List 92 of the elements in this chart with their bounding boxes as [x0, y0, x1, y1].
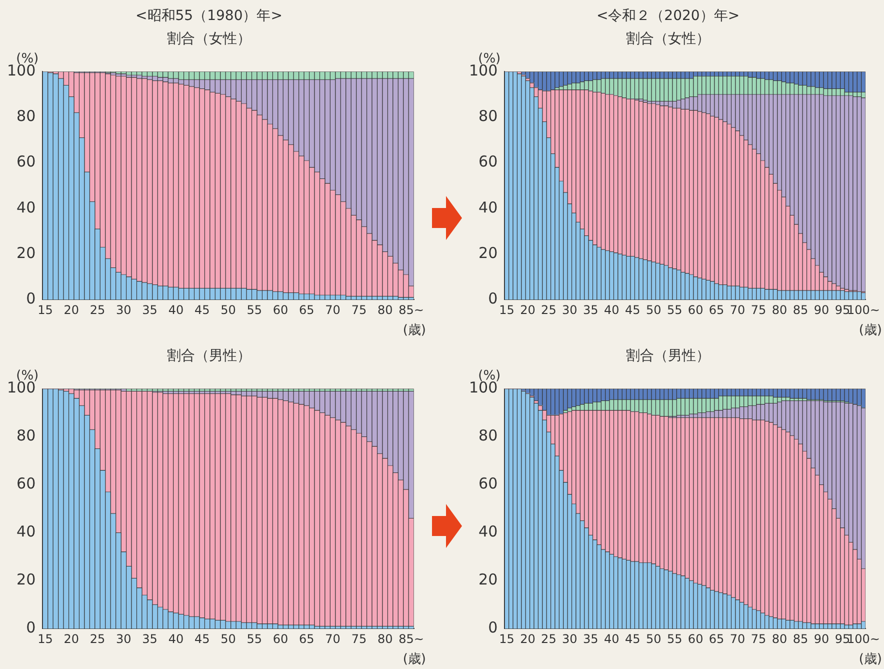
x-tick-label: 70 — [325, 302, 340, 317]
x-tick-label: 75 — [351, 632, 367, 646]
x-tick-label: 35 — [583, 632, 598, 646]
x-tick-label: 40 — [604, 632, 620, 646]
x-tick-label: 90 — [814, 302, 830, 317]
y-tick-label: 80 — [478, 107, 498, 126]
x-tick-label: 35 — [583, 302, 598, 317]
x-tick-label: 55 — [666, 302, 682, 317]
x-tick-label: 55 — [666, 632, 682, 646]
x-tick-label: 35 — [142, 632, 158, 646]
y-tick-label: 40 — [478, 198, 498, 216]
x-tick-label: 50 — [220, 632, 236, 646]
x-tick-label: 75 — [750, 632, 766, 646]
x-tick-label: 60 — [688, 302, 704, 317]
x-tick-label: 70 — [730, 302, 746, 317]
y-tick-label: 0 — [488, 289, 498, 308]
chart-title: <昭和55（1980）年> — [136, 8, 282, 24]
x-tick-label: 25 — [90, 302, 106, 317]
x-tick-label: 30 — [562, 302, 578, 317]
chart-subtitle: 割合（女性） — [626, 30, 710, 47]
y-tick-label: 0 — [488, 618, 498, 636]
y-tick-label: 60 — [16, 474, 36, 493]
x-tick-label: 70 — [730, 632, 746, 646]
y-tick-label: 0 — [26, 618, 36, 636]
x-tick-label: 65 — [708, 632, 724, 646]
x-tick-label: 80 — [772, 302, 788, 317]
x-tick-label: 40 — [604, 302, 620, 317]
x-tick-label: 15 — [38, 632, 53, 646]
x-tick-label: 35 — [142, 302, 158, 317]
x-tick-label: 55 — [246, 632, 262, 646]
y-tick-label: 60 — [16, 152, 36, 171]
x-tick-label: 30 — [116, 302, 132, 317]
x-tick-label: 80 — [377, 632, 393, 646]
x-tick-label: 15 — [499, 632, 514, 646]
x-tick-label: 20 — [64, 302, 80, 317]
x-tick-label: 55 — [246, 302, 262, 317]
x-tick-label: 60 — [272, 302, 288, 317]
x-tick-label: 30 — [116, 632, 132, 646]
x-tick-label: 45 — [624, 632, 640, 646]
y-tick-label: 80 — [16, 426, 36, 445]
y-tick-label: 0 — [26, 289, 36, 308]
x-tick-label: 60 — [688, 632, 704, 646]
x-axis-title: (歳) — [402, 322, 426, 338]
y-tick-label: 80 — [478, 426, 498, 445]
x-tick-label: 70 — [325, 632, 340, 646]
x-tick-label: 85~ — [398, 632, 424, 646]
x-tick-label: 85~ — [398, 302, 424, 317]
x-tick-label: 25 — [541, 632, 556, 646]
x-tick-label: 20 — [64, 632, 80, 646]
x-tick-label: 80 — [377, 302, 393, 317]
y-tick-label: 20 — [478, 244, 498, 262]
x-tick-label: 20 — [520, 302, 536, 317]
y-tick-label: 20 — [16, 244, 36, 262]
y-tick-label: 40 — [16, 198, 36, 216]
y-tick-label: 20 — [16, 570, 36, 589]
x-tick-label: 50 — [220, 302, 236, 317]
chart-subtitle: 割合（女性） — [167, 30, 251, 47]
x-tick-label: 90 — [814, 632, 830, 646]
x-axis-title: (歳) — [402, 652, 426, 667]
y-tick-label: 40 — [478, 522, 498, 541]
x-tick-label: 40 — [168, 302, 184, 317]
x-tick-label: 65 — [299, 632, 314, 646]
x-tick-label: 65 — [299, 302, 314, 317]
y-tick-label: 80 — [16, 107, 36, 126]
y-tick-label: 60 — [478, 474, 498, 493]
y-tick-label: 40 — [16, 522, 36, 541]
y-tick-label: 60 — [478, 152, 498, 171]
chart-title: <令和２（2020）年> — [596, 8, 740, 24]
x-tick-label: 45 — [194, 302, 210, 317]
x-tick-label: 65 — [708, 302, 724, 317]
x-tick-label: 60 — [272, 632, 288, 646]
x-tick-label: 85 — [792, 632, 808, 646]
x-axis-title: (歳) — [858, 652, 882, 667]
x-tick-label: 15 — [38, 302, 53, 317]
x-tick-label: 15 — [499, 302, 514, 317]
x-axis-title: (歳) — [858, 322, 882, 338]
x-tick-label: 85 — [792, 302, 808, 317]
x-tick-label: 45 — [194, 632, 210, 646]
x-tick-label: 40 — [168, 632, 184, 646]
y-tick-label: 20 — [478, 570, 498, 589]
x-tick-label: 25 — [541, 302, 556, 317]
x-tick-label: 30 — [562, 632, 578, 646]
x-tick-label: 75 — [750, 302, 766, 317]
chart-title: 割合（男性） — [626, 348, 710, 364]
x-tick-label: 75 — [351, 302, 367, 317]
chart-title: 割合（男性） — [167, 348, 251, 364]
x-tick-label: 80 — [772, 632, 788, 646]
x-tick-label: 50 — [646, 302, 662, 317]
x-tick-label: 45 — [624, 302, 640, 317]
x-tick-label: 25 — [90, 632, 106, 646]
x-tick-label: 20 — [520, 632, 536, 646]
x-tick-label: 50 — [646, 632, 662, 646]
